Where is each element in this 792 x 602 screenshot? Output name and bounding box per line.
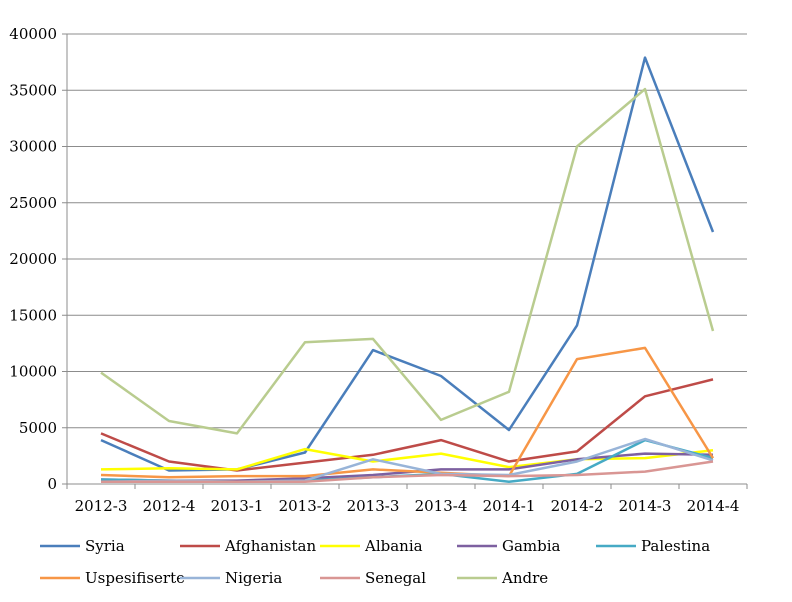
legend-item: Syria [40,537,125,555]
x-tick-label: 2014-3 [619,497,672,515]
legend-label: Andre [501,569,548,587]
legend-item: Uspesifiserte [40,569,185,587]
x-tick-label: 2013-2 [279,497,332,515]
series-line-andre [101,89,713,433]
x-tick-label: 2014-1 [483,497,536,515]
x-tick-label: 2013-3 [347,497,400,515]
x-tick-label: 2014-4 [687,497,740,515]
x-tick-label: 2012-4 [143,497,196,515]
legend-label: Uspesifiserte [85,569,185,587]
y-tick-label: 0 [47,475,57,493]
legend-label: Senegal [365,569,426,587]
legend-label: Afghanistan [224,537,316,555]
y-tick-label: 15000 [9,306,57,324]
x-tick-label: 2013-4 [415,497,468,515]
y-axis-ticks: 0 5000 10000 15000 20000 25000 30000 35000 40000 [9,25,67,493]
legend-label: Palestina [641,537,710,555]
x-tick-label: 2014-2 [551,497,604,515]
legend-item: Albania [320,537,423,555]
y-tick-label: 35000 [9,81,57,99]
y-tick-label: 10000 [9,363,57,381]
x-tick-label: 2012-3 [75,497,128,515]
legend-label: Syria [85,537,125,555]
legend-item: Palestina [596,537,710,555]
series-lines [101,58,713,482]
legend-label: Nigeria [225,569,282,587]
y-tick-label: 40000 [9,25,57,43]
legend-item: Andre [457,569,548,587]
y-tick-label: 20000 [9,250,57,268]
legend-label: Gambia [502,537,561,555]
legend-item: Gambia [457,537,561,555]
x-axis-ticks: 2012-3 2012-4 2013-1 2013-2 2013-3 2013-4 2014… [67,484,747,515]
series-line-syria [101,58,713,471]
legend: Syria Afghanistan Albania Gambia Palestina Us… [40,537,710,587]
legend-item: Nigeria [180,569,282,587]
legend-item: Afghanistan [180,537,316,555]
legend-label: Albania [364,537,423,555]
y-tick-label: 25000 [9,194,57,212]
y-tick-label: 5000 [19,419,57,437]
x-tick-label: 2013-1 [211,497,264,515]
y-tick-label: 30000 [9,138,57,156]
legend-item: Senegal [320,569,426,587]
